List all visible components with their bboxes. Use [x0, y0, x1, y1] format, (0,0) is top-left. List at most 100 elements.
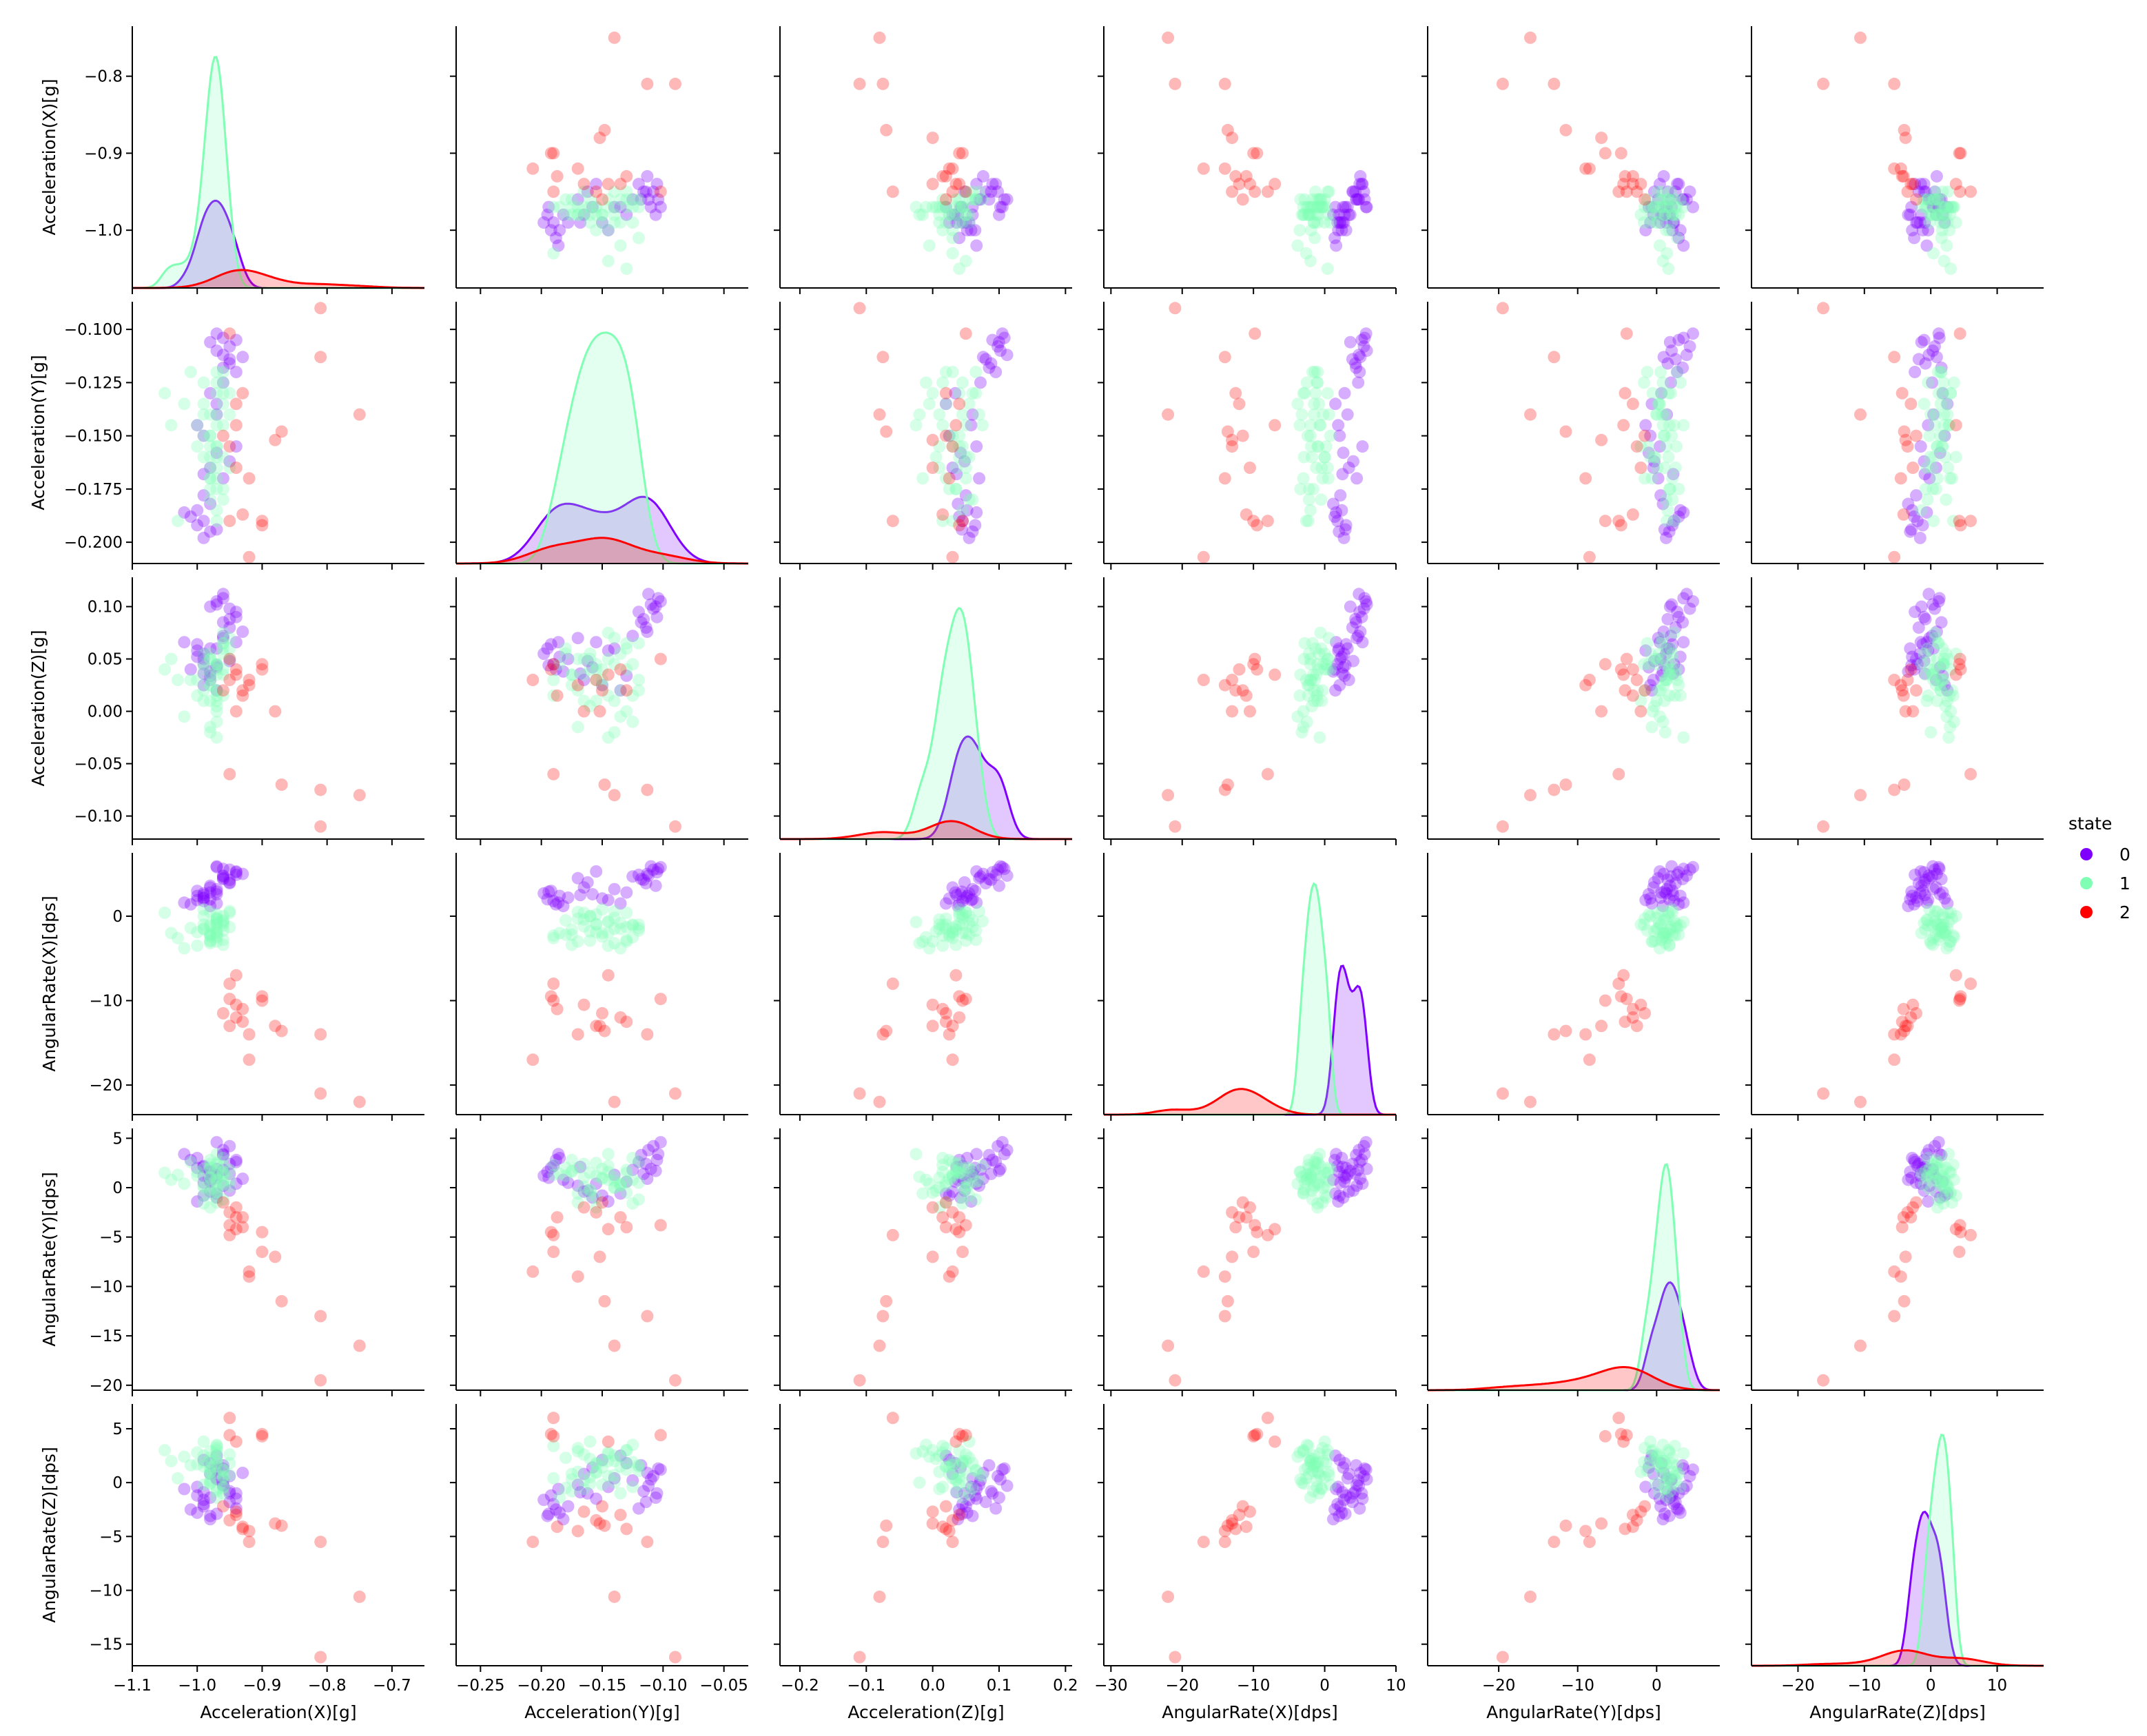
point-s1-4-2-18: [946, 1155, 959, 1168]
point-s0-2-4-6: [1665, 598, 1678, 611]
point-s1-2-5-45: [1937, 658, 1950, 671]
point-s2-2-5-16: [1904, 663, 1918, 676]
point-s2-5-0-3: [275, 1519, 288, 1532]
point-s0-4-5-9: [1919, 1168, 1932, 1180]
point-s1-2-5-9: [1936, 658, 1949, 671]
point-s2-1-3-8: [1218, 472, 1231, 485]
point-s0-3-1-3: [650, 866, 664, 879]
point-s2-1-2-16: [953, 397, 966, 411]
point-s0-5-4-4: [1676, 1459, 1689, 1472]
point-s1-5-4-34: [1656, 1454, 1670, 1467]
point-s0-2-4-20: [1677, 636, 1690, 649]
point-s2-5-1-7: [526, 1536, 540, 1549]
point-s0-3-0-6: [210, 860, 223, 873]
point-s1-2-5-21: [1931, 694, 1944, 707]
point-s1-0-5-11: [1918, 193, 1931, 206]
point-s1-0-1-35: [633, 193, 645, 206]
point-s0-4-5-25: [1938, 1189, 1951, 1202]
point-s1-3-5-44: [1946, 929, 1960, 942]
point-s0-4-3-10: [1344, 1164, 1357, 1177]
point-s0-0-4-28: [1655, 208, 1668, 221]
point-s1-0-4-17: [1658, 208, 1672, 221]
point-s1-2-4-18: [1671, 674, 1684, 686]
point-s1-0-4-0: [1654, 200, 1667, 214]
point-s1-2-0-24: [210, 668, 223, 681]
point-s1-4-2-37: [963, 1161, 976, 1175]
point-s0-4-1-29: [602, 1195, 615, 1208]
point-s0-2-0-26: [210, 642, 223, 655]
ylabel-3: AngularRate(X)[dps]: [39, 896, 59, 1071]
point-s0-5-3-29: [1332, 1480, 1345, 1494]
point-s0-2-5-3: [1918, 610, 1931, 623]
point-s1-3-2-44: [936, 929, 949, 942]
point-s0-5-4-23: [1642, 1461, 1655, 1474]
point-s0-3-1-20: [552, 896, 565, 909]
point-s0-3-1-7: [633, 868, 645, 881]
point-s0-1-5-8: [1933, 331, 1946, 344]
point-s2-3-5-13: [1964, 978, 1977, 990]
point-s2-1-5-4: [1899, 433, 1912, 446]
point-s0-5-4-13: [1667, 1498, 1681, 1511]
point-s1-0-5-27: [1922, 193, 1935, 206]
point-s0-4-1-8: [652, 1148, 665, 1161]
point-s0-3-5-2: [1922, 869, 1935, 882]
point-s2-1-4-6: [1614, 519, 1627, 532]
point-s1-2-5-43: [1929, 632, 1942, 645]
point-s0-2-1-26: [608, 642, 621, 655]
point-s2-2-4-14: [1617, 668, 1630, 681]
point-s0-5-4-8: [1677, 1462, 1690, 1475]
point-s0-5-0-26: [210, 1471, 223, 1485]
point-s1-3-0-27: [216, 919, 229, 932]
point-s0-3-4-7: [1671, 868, 1684, 881]
point-s0-4-1-7: [633, 1155, 645, 1168]
point-s0-4-2-0: [996, 1136, 1009, 1149]
point-s0-2-5-2: [1922, 588, 1935, 601]
point-s0-2-1-10: [649, 600, 662, 613]
point-s1-1-0-27: [216, 376, 229, 389]
point-s1-4-0-45: [197, 1197, 210, 1210]
point-s0-2-1-2: [642, 588, 655, 601]
point-s2-2-1-7: [526, 674, 540, 686]
point-s1-3-4-5: [1650, 922, 1663, 936]
point-s1-0-2-4: [959, 208, 972, 221]
point-s2-4-1-13: [547, 1228, 560, 1241]
point-s1-3-0-0: [210, 918, 223, 931]
point-s1-4-5-14: [1923, 1162, 1936, 1175]
point-s0-0-4-19: [1654, 216, 1667, 229]
point-s1-5-4-31: [1645, 1445, 1658, 1458]
panel-4-4: [1421, 1128, 1720, 1396]
point-s1-3-1-25: [584, 909, 597, 922]
point-s1-0-4-30: [1665, 185, 1677, 198]
point-s0-5-1-9: [637, 1485, 650, 1498]
ytick-label-3-1: −10: [89, 993, 123, 1011]
point-s1-0-2-28: [956, 200, 969, 214]
point-s2-3-5-6: [1954, 990, 1967, 1003]
point-s1-2-1-30: [620, 642, 633, 655]
point-s0-4-5-26: [1927, 1168, 1940, 1181]
point-s0-0-3-7: [1353, 178, 1366, 191]
point-s1-1-0-18: [184, 366, 197, 378]
point-s1-5-2-45: [956, 1456, 969, 1469]
point-s1-4-2-42: [946, 1169, 959, 1182]
point-s1-2-3-28: [1317, 658, 1330, 671]
point-s0-2-3-26: [1341, 642, 1354, 655]
point-s0-1-2-14: [966, 525, 979, 538]
point-s1-2-5-36: [1920, 694, 1933, 707]
point-s0-3-4-33: [1667, 889, 1680, 902]
point-s1-3-4-3: [1646, 935, 1659, 948]
point-s2-3-1-1: [669, 1087, 681, 1100]
point-s1-4-0-39: [216, 1166, 229, 1179]
point-s0-1-4-29: [1639, 419, 1652, 432]
point-s0-4-1-0: [654, 1136, 667, 1149]
point-s1-2-0-25: [197, 648, 210, 660]
point-s0-1-2-32: [970, 440, 983, 453]
point-s2-3-0-10: [236, 1002, 249, 1015]
ytick-label-4-0: −20: [89, 1377, 123, 1395]
point-s0-3-1-22: [577, 881, 590, 894]
point-s1-1-3-34: [1304, 419, 1317, 432]
point-s2-3-0-7: [243, 1053, 256, 1066]
point-s1-3-0-45: [197, 918, 210, 931]
point-s2-2-5-7: [1888, 674, 1901, 686]
point-s0-3-0-14: [204, 893, 217, 906]
point-s1-2-4-13: [1647, 700, 1661, 712]
